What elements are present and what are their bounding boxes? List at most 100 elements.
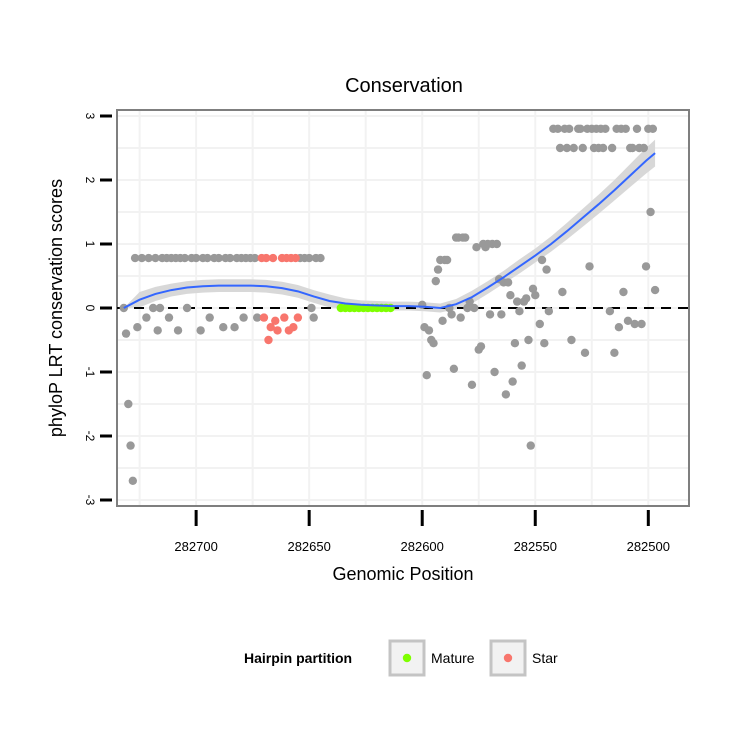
point-other <box>180 253 190 263</box>
point-other <box>526 441 535 450</box>
point-other <box>598 143 608 153</box>
point-other <box>316 253 325 263</box>
point-star <box>264 335 273 345</box>
point-other <box>433 265 443 274</box>
point-other <box>567 335 576 345</box>
y-tick-label: 2 <box>83 177 97 184</box>
point-other <box>585 262 594 271</box>
point-other <box>126 441 135 450</box>
point-other <box>501 390 511 399</box>
point-other <box>628 143 637 153</box>
point-other <box>531 291 540 300</box>
point-other <box>219 323 228 332</box>
point-other <box>569 143 578 153</box>
point-other <box>558 287 567 297</box>
point-other <box>510 339 520 348</box>
x-tick-label: 282600 <box>401 539 444 554</box>
point-other <box>121 329 131 338</box>
point-other <box>307 303 316 313</box>
point-other <box>621 124 630 133</box>
y-tick-label: 0 <box>83 305 97 312</box>
point-other <box>205 313 214 322</box>
point-other <box>144 253 153 263</box>
point-other <box>442 255 452 265</box>
y-tick-label: 1 <box>83 241 97 248</box>
point-other <box>191 253 201 263</box>
point-other <box>632 124 642 133</box>
point-other <box>424 326 434 335</box>
x-axis-label: Genomic Position <box>332 564 473 584</box>
point-other <box>173 326 183 335</box>
point-other <box>641 262 651 271</box>
point-other <box>429 339 438 348</box>
point-other <box>196 326 205 335</box>
point-star <box>271 316 280 325</box>
point-other <box>607 143 617 153</box>
point-other <box>562 143 572 153</box>
point-star <box>262 253 271 263</box>
legend-star-dot <box>503 653 513 663</box>
point-other <box>535 319 544 329</box>
point-other <box>449 364 459 373</box>
point-other <box>650 285 660 295</box>
smooth-curve <box>123 152 656 310</box>
point-other <box>214 253 223 263</box>
point-star <box>280 313 289 322</box>
point-other <box>492 239 502 249</box>
x-axis: 282700 282650 282600 282550 282500 <box>174 510 670 554</box>
point-other <box>528 284 538 293</box>
y-axis-label: phyloP LRT conservation scores <box>46 179 66 437</box>
smooth-line <box>123 152 656 310</box>
y-tick-label: -3 <box>83 495 97 506</box>
point-other <box>252 313 262 322</box>
x-tick-label: 282550 <box>514 539 557 554</box>
x-tick-label: 282650 <box>287 539 330 554</box>
point-other <box>623 316 633 325</box>
y-tick-label: -2 <box>83 431 97 442</box>
point-other <box>460 233 470 242</box>
point-other <box>576 124 585 133</box>
legend-label-star: Star <box>532 650 558 666</box>
point-other <box>497 310 506 319</box>
point-other <box>422 371 431 380</box>
legend-label-mature: Mature <box>431 650 475 666</box>
point-other <box>438 316 447 325</box>
point-other <box>304 253 314 263</box>
point-other <box>124 399 133 409</box>
point-other <box>447 310 456 319</box>
point-other <box>639 143 648 153</box>
x-tick-label: 282500 <box>627 539 670 554</box>
point-other <box>648 124 658 133</box>
point-other <box>540 339 549 348</box>
legend-mature-dot <box>402 653 412 663</box>
point-other <box>580 348 590 357</box>
y-tick-label: 3 <box>83 113 97 120</box>
point-other <box>130 253 140 263</box>
point-other <box>470 303 479 313</box>
point-other <box>542 265 551 274</box>
point-other <box>133 323 142 332</box>
point-other <box>485 310 495 319</box>
point-other <box>578 143 587 153</box>
point-other <box>553 124 563 133</box>
y-tick-label: -1 <box>83 367 97 378</box>
point-other <box>605 307 615 316</box>
point-other <box>619 287 628 297</box>
point-other <box>537 255 547 265</box>
point-other <box>522 294 531 303</box>
point-other <box>309 313 318 322</box>
point-other <box>239 313 248 322</box>
point-star <box>266 323 275 332</box>
point-other <box>564 124 574 133</box>
point-star <box>291 253 300 263</box>
point-other <box>512 297 522 306</box>
point-other <box>515 307 524 316</box>
point-other <box>555 143 565 153</box>
point-star <box>293 313 303 322</box>
legend-key-mature <box>388 639 426 677</box>
point-other <box>490 367 499 377</box>
point-other <box>467 380 477 389</box>
point-other <box>463 303 472 313</box>
legend: Hairpin partition Mature Star <box>244 639 558 677</box>
